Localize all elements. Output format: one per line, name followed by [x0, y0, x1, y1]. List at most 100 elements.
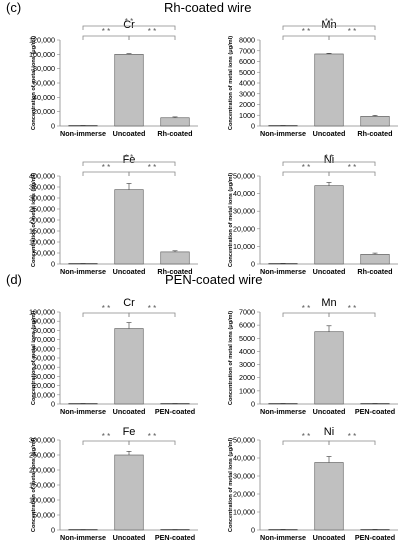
significance-bracket — [128, 440, 176, 445]
x-tick-label: PEN-coated — [355, 533, 395, 542]
y-tick-label: 150,000 — [29, 481, 55, 490]
significance-label: * * — [102, 304, 110, 313]
y-tick-label: 2000 — [239, 373, 255, 382]
x-tick-label: Uncoated — [313, 129, 346, 138]
chart-title: Ni — [324, 426, 334, 438]
significance-bracket — [282, 312, 330, 317]
x-tick-label: Uncoated — [313, 267, 346, 276]
y-tick-label: 60,000 — [33, 344, 55, 353]
y-tick-label: 40,000 — [233, 454, 255, 463]
y-axis-label: Concentration of metal ions (μg/ml) — [228, 438, 234, 532]
y-tick-label: 120,000 — [29, 36, 55, 45]
y-tick-label: 0 — [251, 526, 255, 535]
significance-bracket — [82, 171, 130, 176]
chart-title: Ni — [324, 154, 334, 166]
x-tick-label: Rh-coated — [157, 267, 192, 276]
significance-label: * * — [302, 432, 310, 441]
x-tick-label: Rh-coated — [157, 129, 192, 138]
chart-panel-7: Ni Concentration of metal ions (μg/ml) 0 10… — [228, 426, 398, 542]
bar — [114, 454, 144, 531]
y-tick-label: 6000 — [239, 321, 255, 330]
y-tick-label: 100,000 — [29, 308, 55, 317]
chart-panel-0: Cr Concentration of metal ions (μg/ml) 0 20… — [29, 17, 198, 138]
x-tick-label: Rh-coated — [357, 267, 392, 276]
significance-label: * * — [148, 304, 156, 313]
y-tick-label: 2000 — [239, 100, 255, 109]
significance-bracket — [282, 25, 376, 30]
y-tick-label: 100,000 — [29, 50, 55, 59]
y-tick-label: 5000 — [239, 334, 255, 343]
y-tick-label: 50,000 — [33, 511, 55, 520]
significance-label: * * — [325, 17, 333, 26]
section-title-rh: Rh-coated wire — [164, 0, 252, 15]
chart-panel-2: Fe Concentration of metal ions (μg/ml) 0 50… — [29, 153, 198, 276]
significance-bracket — [128, 312, 176, 317]
y-tick-label: 40,000 — [233, 189, 255, 198]
y-tick-label: 30,000 — [233, 207, 255, 216]
significance-bracket — [82, 312, 130, 317]
y-tick-label: 5000 — [239, 68, 255, 77]
bar — [160, 117, 190, 127]
y-tick-label: 50,000 — [33, 354, 55, 363]
significance-bracket — [82, 35, 130, 40]
x-tick-label: PEN-coated — [155, 533, 195, 542]
chart-title: Cr — [123, 297, 135, 309]
y-tick-label: 90,000 — [33, 317, 55, 326]
bar — [314, 185, 344, 265]
y-tick-label: 40,000 — [33, 93, 55, 102]
significance-label: * * — [348, 163, 356, 172]
x-tick-label: Non-immerse — [60, 129, 106, 138]
significance-bracket — [82, 25, 176, 30]
y-tick-label: 40,000 — [33, 363, 55, 372]
significance-bracket — [128, 171, 176, 176]
y-axis-label: Concentration of metal ions (μg/ml) — [31, 438, 37, 532]
y-tick-label: 100,000 — [29, 238, 55, 247]
y-tick-label: 30,000 — [233, 472, 255, 481]
y-tick-label: 0 — [51, 122, 55, 131]
x-tick-label: Uncoated — [313, 533, 346, 542]
y-tick-label: 50,000 — [233, 172, 255, 181]
y-tick-label: 350,000 — [29, 183, 55, 192]
y-tick-label: 60,000 — [33, 79, 55, 88]
significance-bracket — [282, 161, 376, 166]
significance-label: * * — [102, 163, 110, 172]
y-axis-label: Concentration of metal ions (μg/ml) — [31, 311, 37, 405]
section-title-pen: PEN-coated wire — [165, 272, 263, 287]
significance-bracket — [82, 440, 130, 445]
y-tick-label: 3000 — [239, 89, 255, 98]
x-tick-label: Uncoated — [113, 533, 146, 542]
y-tick-label: 20,000 — [33, 107, 55, 116]
x-tick-label: PEN-coated — [155, 407, 195, 416]
section-label-d: (d) — [6, 272, 22, 287]
significance-bracket — [282, 171, 330, 176]
y-tick-label: 10,000 — [233, 242, 255, 251]
chart-panel-4: Cr Concentration of metal ions (μg/ml) 0 10… — [29, 297, 198, 416]
bar — [314, 53, 344, 127]
bar — [160, 251, 190, 265]
y-axis-label: Concentration of metal ions (μg/ml) — [31, 36, 37, 130]
chart-panel-5: Mn Concentration of metal ions (μg/ml) 0 10… — [228, 297, 398, 416]
y-tick-label: 0 — [251, 260, 255, 269]
significance-bracket — [328, 35, 376, 40]
significance-label: * * — [102, 432, 110, 441]
y-tick-label: 1000 — [239, 111, 255, 120]
y-tick-label: 20,000 — [33, 381, 55, 390]
significance-bracket — [128, 35, 176, 40]
significance-label: * * — [348, 304, 356, 313]
y-tick-label: 7000 — [239, 308, 255, 317]
y-tick-label: 0 — [51, 400, 55, 409]
y-tick-label: 1000 — [239, 386, 255, 395]
y-tick-label: 200,000 — [29, 216, 55, 225]
chart-title: Fe — [123, 154, 136, 166]
chart-title: Fe — [123, 426, 136, 438]
y-tick-label: 7000 — [239, 46, 255, 55]
bar — [314, 462, 344, 531]
significance-label: * * — [325, 153, 333, 162]
y-tick-label: 30,000 — [33, 372, 55, 381]
y-axis-label: Concentration of metal ions (μg/ml) — [228, 173, 234, 267]
y-tick-label: 50,000 — [233, 436, 255, 445]
y-tick-label: 70,000 — [33, 335, 55, 344]
y-axis-label: Concentration of metal ions (μg/ml) — [228, 311, 234, 405]
x-tick-label: Uncoated — [313, 407, 346, 416]
